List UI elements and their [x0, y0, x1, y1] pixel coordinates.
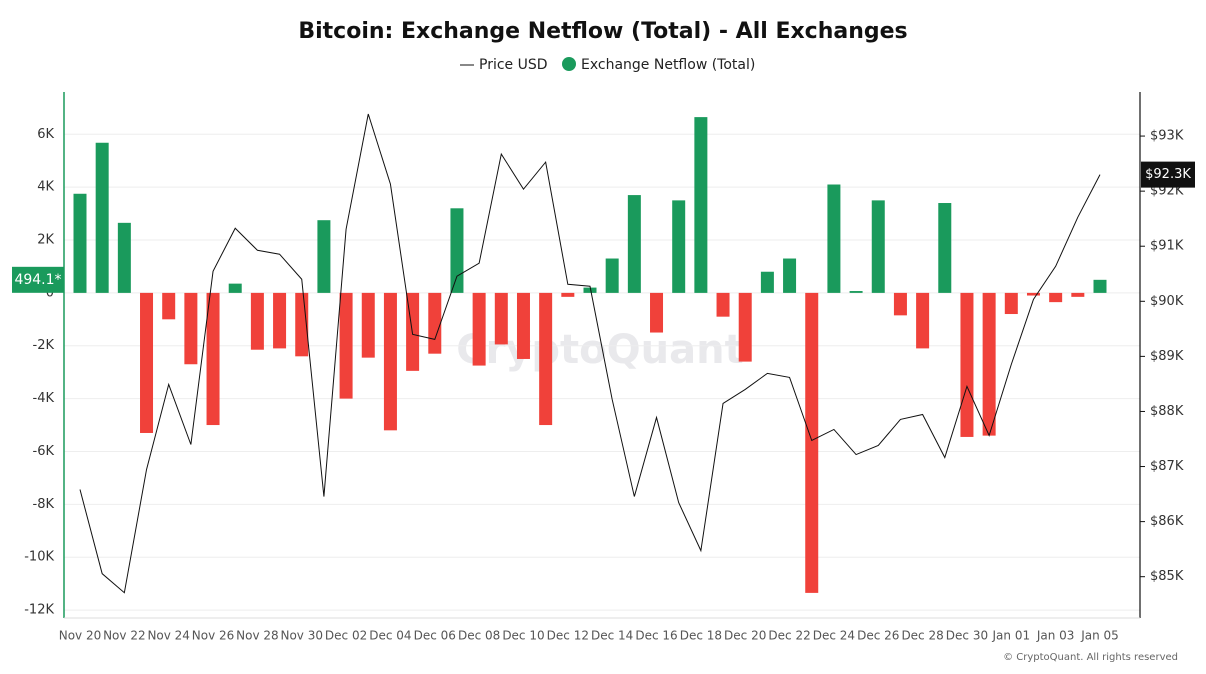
- y-tick-label: -6K: [33, 444, 55, 459]
- bar: [428, 292, 442, 354]
- chart-title: Bitcoin: Exchange Netflow (Total) - All …: [298, 19, 907, 44]
- bar: [738, 292, 752, 362]
- y-tick-label: -10K: [24, 550, 54, 565]
- x-tick-label: Jan 03: [1036, 629, 1075, 643]
- y2-tick-label: $88K: [1150, 404, 1184, 419]
- last-value-label: $92.3K: [1145, 167, 1191, 182]
- y-tick-label: -4K: [33, 391, 55, 406]
- x-tick-label: Nov 26: [192, 629, 235, 643]
- x-tick-label: Dec 06: [414, 629, 456, 643]
- x-tick-label: Dec 18: [680, 629, 722, 643]
- legend-label: Exchange Netflow (Total): [581, 57, 755, 73]
- x-tick-label: Nov 30: [280, 629, 323, 643]
- bar: [694, 117, 708, 293]
- x-tick-label: Dec 04: [369, 629, 411, 643]
- y2-tick-label: $85K: [1150, 569, 1184, 584]
- x-tick-label: Dec 12: [547, 629, 589, 643]
- y-tick-label: 0: [46, 285, 54, 300]
- x-tick-label: Dec 14: [591, 629, 633, 643]
- bar: [849, 291, 863, 293]
- bar: [117, 222, 131, 293]
- bar: [760, 271, 774, 293]
- last-value-badge: [1141, 161, 1195, 188]
- bar: [361, 292, 375, 358]
- bar: [494, 292, 508, 345]
- x-tick-label: Jan 01: [992, 629, 1031, 643]
- bar: [938, 203, 952, 293]
- x-tick-label: Nov 22: [103, 629, 146, 643]
- x-tick-label: Nov 20: [59, 629, 102, 643]
- legend-label: Price USD: [479, 57, 548, 73]
- bar: [893, 292, 907, 316]
- bar: [1026, 292, 1040, 296]
- x-tick-label: Dec 20: [724, 629, 766, 643]
- x-tick-label: Dec 22: [768, 629, 810, 643]
- footer: © CryptoQuant. All rights reserved: [1003, 652, 1178, 663]
- y-tick-label: -8K: [33, 497, 55, 512]
- bar: [650, 292, 664, 333]
- bar: [450, 208, 464, 293]
- bar: [982, 292, 996, 436]
- bar: [339, 292, 353, 399]
- y2-tick-label: $93K: [1150, 129, 1184, 144]
- bar: [539, 292, 553, 426]
- last-value-badge: [12, 266, 64, 293]
- x-tick-label: Dec 10: [502, 629, 544, 643]
- x-tick-label: Dec 30: [946, 629, 988, 643]
- x-tick-label: Dec 24: [813, 629, 855, 643]
- bar: [184, 292, 198, 365]
- bar: [140, 292, 154, 433]
- y2-tick-label: $87K: [1150, 459, 1184, 474]
- y2-tick-label: $89K: [1150, 349, 1184, 364]
- price-line: [79, 113, 1101, 594]
- y-tick-label: 4K: [37, 180, 54, 195]
- bar: [583, 287, 597, 293]
- x-tick-label: Nov 28: [236, 629, 279, 643]
- bar: [95, 142, 109, 293]
- bar: [1004, 292, 1018, 315]
- bar: [805, 292, 819, 593]
- x-tick-label: Dec 08: [458, 629, 500, 643]
- bar: [916, 292, 930, 349]
- bar: [228, 283, 242, 293]
- legend-dot-icon: [562, 57, 576, 71]
- x-tick-label: Dec 28: [901, 629, 943, 643]
- x-tick-label: Nov 24: [147, 629, 190, 643]
- bar: [472, 292, 486, 366]
- y-tick-label: 2K: [37, 233, 54, 248]
- bar: [605, 258, 619, 293]
- last-value-label: 494.1*: [14, 272, 61, 288]
- bar: [73, 193, 87, 293]
- bar: [516, 292, 530, 359]
- bar: [273, 292, 287, 349]
- y2-tick-label: $90K: [1150, 294, 1184, 309]
- y2-tick-label: $91K: [1150, 239, 1184, 254]
- x-tick-label: Dec 26: [857, 629, 899, 643]
- bar: [827, 184, 841, 293]
- y-tick-label: -12K: [24, 603, 54, 618]
- bar: [627, 195, 641, 293]
- bar: [960, 292, 974, 437]
- bar: [206, 292, 220, 426]
- bar: [783, 258, 797, 293]
- y-tick-label: 6K: [37, 127, 54, 142]
- bar: [871, 200, 885, 293]
- bar: [383, 292, 397, 431]
- bar: [317, 220, 331, 293]
- bar: [672, 200, 686, 293]
- x-tick-label: Dec 02: [325, 629, 367, 643]
- x-tick-label: Jan 05: [1080, 629, 1119, 643]
- y2-tick-label: $86K: [1150, 514, 1184, 529]
- bar: [162, 292, 176, 320]
- bar: [250, 292, 264, 350]
- bar: [716, 292, 730, 317]
- y-tick-label: -2K: [33, 338, 55, 353]
- bar: [1071, 292, 1085, 297]
- bar: [1093, 279, 1107, 293]
- x-tick-label: Dec 16: [635, 629, 677, 643]
- bar: [561, 292, 575, 297]
- bar: [1049, 292, 1063, 303]
